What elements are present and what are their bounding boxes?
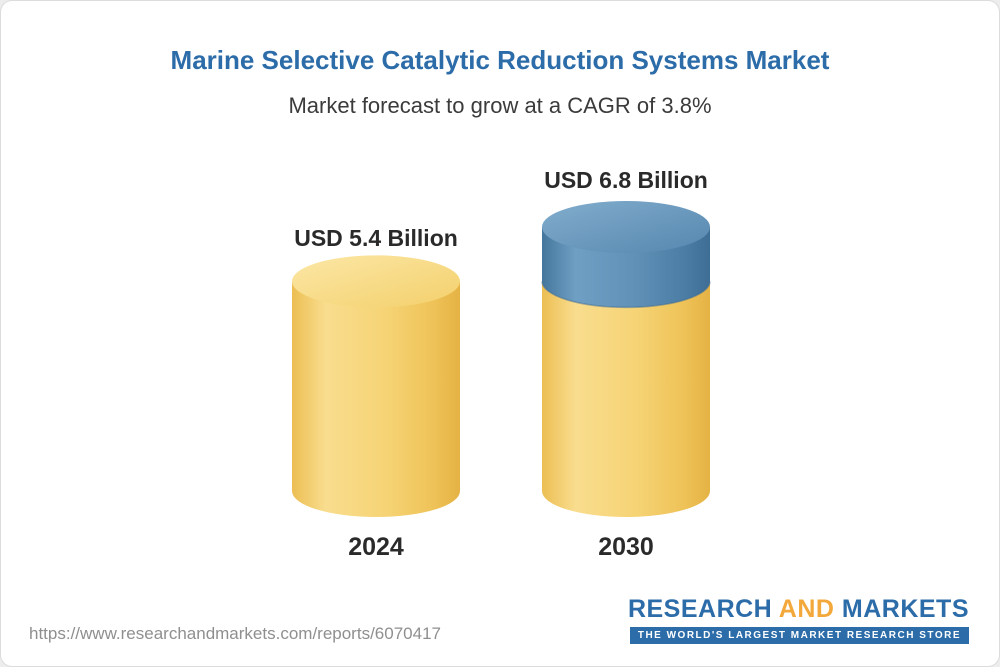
logo-wordmark: RESEARCH AND MARKETS bbox=[628, 595, 969, 624]
cylinder-2030-cap bbox=[542, 201, 710, 253]
research-and-markets-logo: RESEARCH AND MARKETS THE WORLD'S LARGEST… bbox=[628, 595, 969, 644]
year-label-2030: 2030 bbox=[598, 533, 654, 561]
cylinder-2024-body bbox=[292, 281, 460, 517]
year-label-2024: 2024 bbox=[348, 533, 404, 561]
logo-word-markets: MARKETS bbox=[841, 595, 969, 623]
page-subtitle: Market forecast to grow at a CAGR of 3.8… bbox=[288, 93, 712, 118]
page-title: Marine Selective Catalytic Reduction Sys… bbox=[170, 45, 830, 75]
footer-url: https://www.researchandmarkets.com/repor… bbox=[29, 624, 441, 643]
chart-header: Marine Selective Catalytic Reduction Sys… bbox=[1, 1, 999, 119]
cylinder-2024-cap bbox=[292, 255, 460, 308]
logo-word-and: AND bbox=[778, 595, 835, 623]
logo-word-research: RESEARCH bbox=[627, 595, 773, 623]
value-label-2024: USD 5.4 Billion bbox=[294, 225, 458, 251]
logo-tagline: THE WORLD'S LARGEST MARKET RESEARCH STOR… bbox=[629, 627, 969, 644]
cylinder-2030-base-segment bbox=[542, 281, 710, 517]
cylinder-2030-segment-boundary bbox=[541, 281, 711, 309]
value-label-2030: USD 6.8 Billion bbox=[544, 167, 708, 193]
